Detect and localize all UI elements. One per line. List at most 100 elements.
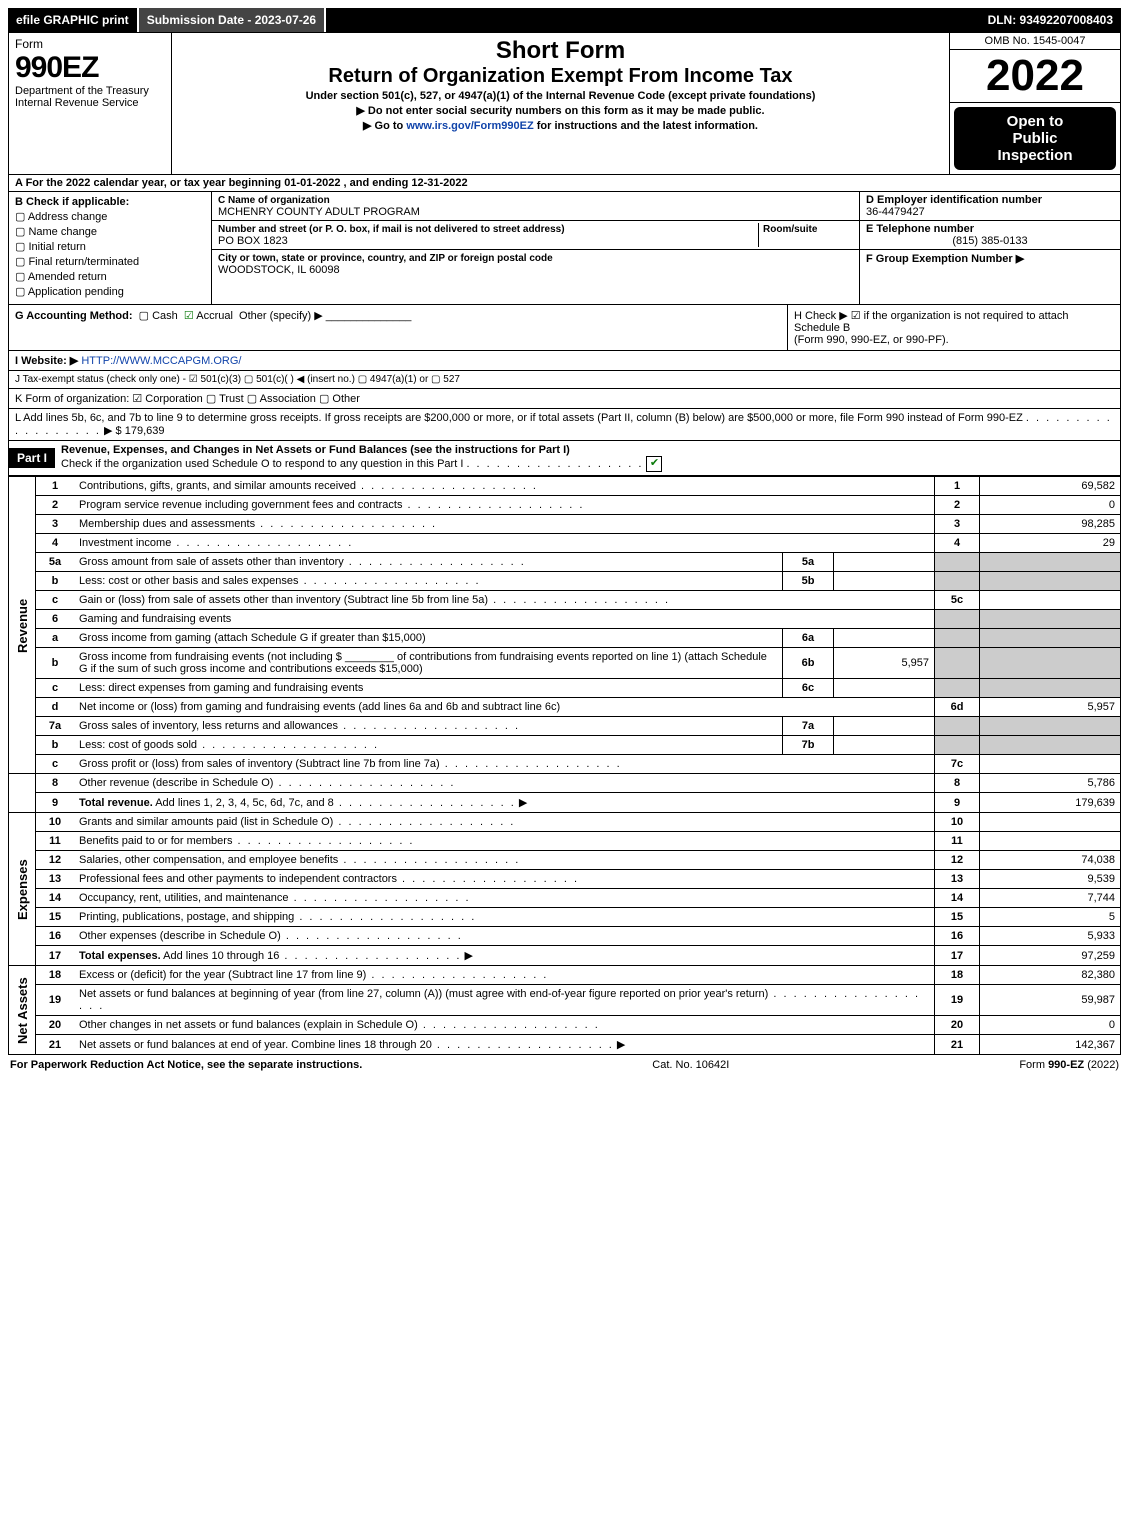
l7c-rnum: 7c — [935, 755, 980, 774]
l7c-desc: Gross profit or (loss) from sales of inv… — [79, 758, 440, 770]
addr-value: PO BOX 1823 — [218, 235, 288, 247]
l20-rnum: 20 — [935, 1016, 980, 1035]
l2-amt: 0 — [980, 496, 1121, 515]
group-exempt-label: F Group Exemption Number ▶ — [866, 253, 1024, 265]
l9-rnum: 9 — [935, 793, 980, 813]
tax-year: 2022 — [950, 50, 1120, 103]
l6c-num: c — [36, 679, 75, 698]
l19-amt: 59,987 — [980, 985, 1121, 1016]
l6-num: 6 — [36, 610, 75, 629]
phone-label: E Telephone number — [866, 223, 974, 235]
l19-num: 19 — [36, 985, 75, 1016]
revenue-sidelabel: Revenue — [9, 477, 36, 774]
section-h-line2: (Form 990, 990-EZ, or 990-PF). — [794, 334, 1114, 346]
accounting-other: Other (specify) ▶ — [239, 310, 323, 322]
cb-name-change[interactable]: Name change — [15, 225, 205, 238]
l14-num: 14 — [36, 889, 75, 908]
l7b-num: b — [36, 736, 75, 755]
org-name: MCHENRY COUNTY ADULT PROGRAM — [218, 206, 420, 218]
shade — [980, 629, 1121, 648]
shade — [935, 736, 980, 755]
expenses-sidelabel: Expenses — [9, 813, 36, 966]
l5b-num: b — [36, 572, 75, 591]
l10-num: 10 — [36, 813, 75, 832]
l13-rnum: 13 — [935, 870, 980, 889]
subtitle-2: ▶ Do not enter social security numbers o… — [176, 104, 945, 117]
cb-amended-return[interactable]: Amended return — [15, 270, 205, 283]
l5b-ibox: 5b — [783, 572, 834, 591]
row-k: K Form of organization: ☑ Corporation ▢ … — [8, 389, 1121, 409]
l8-num: 8 — [36, 774, 75, 793]
cb-final-return[interactable]: Final return/terminated — [15, 255, 205, 268]
l5a-ibox: 5a — [783, 553, 834, 572]
shade — [935, 572, 980, 591]
efile-print[interactable]: efile GRAPHIC print — [8, 8, 139, 32]
shade — [935, 679, 980, 698]
l16-num: 16 — [36, 927, 75, 946]
l5b-ival — [834, 572, 935, 591]
l6a-desc: Gross income from gaming (attach Schedul… — [79, 632, 426, 644]
l13-num: 13 — [36, 870, 75, 889]
l3-desc: Membership dues and assessments — [79, 518, 255, 530]
l14-desc: Occupancy, rent, utilities, and maintena… — [79, 892, 289, 904]
l7a-num: 7a — [36, 717, 75, 736]
shade — [980, 679, 1121, 698]
l18-desc: Excess or (deficit) for the year (Subtra… — [79, 969, 366, 981]
cb-cash[interactable]: Cash — [139, 310, 178, 322]
line-a-text: A For the 2022 calendar year, or tax yea… — [15, 177, 468, 189]
form-header: Form 990EZ Department of the Treasury In… — [8, 32, 1121, 175]
footer-center: Cat. No. 10642I — [362, 1059, 1019, 1071]
row-l-amount: ▶ $ 179,639 — [104, 425, 164, 437]
l12-amt: 74,038 — [980, 851, 1121, 870]
l1-num: 1 — [36, 477, 75, 496]
l7a-ival — [834, 717, 935, 736]
subtitle-1: Under section 501(c), 527, or 4947(a)(1)… — [176, 90, 945, 102]
section-b: B Check if applicable: Address change Na… — [9, 192, 212, 304]
l9-amt: 179,639 — [980, 793, 1121, 813]
part1-label: Part I — [9, 448, 55, 468]
l5c-amt — [980, 591, 1121, 610]
cb-application-pending[interactable]: Application pending — [15, 285, 205, 298]
l6a-ival — [834, 629, 935, 648]
part1-checknote: Check if the organization used Schedule … — [61, 458, 463, 470]
l9-num: 9 — [36, 793, 75, 813]
cb-address-change[interactable]: Address change — [15, 210, 205, 223]
accounting-label: G Accounting Method: — [15, 310, 133, 322]
row-l: L Add lines 5b, 6c, and 7b to line 9 to … — [8, 409, 1121, 441]
l16-desc: Other expenses (describe in Schedule O) — [79, 930, 281, 942]
l6-desc: Gaming and fundraising events — [74, 610, 935, 629]
l6d-amt: 5,957 — [980, 698, 1121, 717]
form-number: 990EZ — [15, 51, 165, 85]
l6d-num: d — [36, 698, 75, 717]
l12-num: 12 — [36, 851, 75, 870]
l9-bold: Total revenue. — [79, 797, 153, 809]
l6a-ibox: 6a — [783, 629, 834, 648]
irs-link[interactable]: www.irs.gov/Form990EZ — [406, 120, 533, 132]
shade — [935, 717, 980, 736]
website-link[interactable]: HTTP://WWW.MCCAPGM.ORG/ — [81, 355, 241, 367]
omb-number: OMB No. 1545-0047 — [950, 33, 1120, 50]
l10-amt — [980, 813, 1121, 832]
city-label: City or town, state or province, country… — [218, 253, 553, 264]
section-def: D Employer identification number 36-4479… — [859, 192, 1120, 304]
ein-label: D Employer identification number — [866, 194, 1042, 206]
row-gh: G Accounting Method: Cash Accrual Other … — [8, 305, 1121, 351]
l7b-ival — [834, 736, 935, 755]
l4-desc: Investment income — [79, 537, 171, 549]
cb-initial-return[interactable]: Initial return — [15, 240, 205, 253]
l5c-num: c — [36, 591, 75, 610]
l6b-desc1: Gross income from fundraising events (no… — [79, 651, 342, 663]
l4-num: 4 — [36, 534, 75, 553]
l11-desc: Benefits paid to or for members — [79, 835, 232, 847]
l1-desc: Contributions, gifts, grants, and simila… — [79, 480, 356, 492]
l11-rnum: 11 — [935, 832, 980, 851]
l16-amt: 5,933 — [980, 927, 1121, 946]
l15-rnum: 15 — [935, 908, 980, 927]
cb-accrual[interactable]: Accrual — [184, 310, 233, 322]
l3-rnum: 3 — [935, 515, 980, 534]
l4-rnum: 4 — [935, 534, 980, 553]
phone-value: (815) 385-0133 — [866, 235, 1114, 247]
section-c: C Name of organization MCHENRY COUNTY AD… — [212, 192, 859, 304]
l4-amt: 29 — [980, 534, 1121, 553]
part1-scheduleO-check[interactable]: ✔ — [646, 456, 662, 472]
